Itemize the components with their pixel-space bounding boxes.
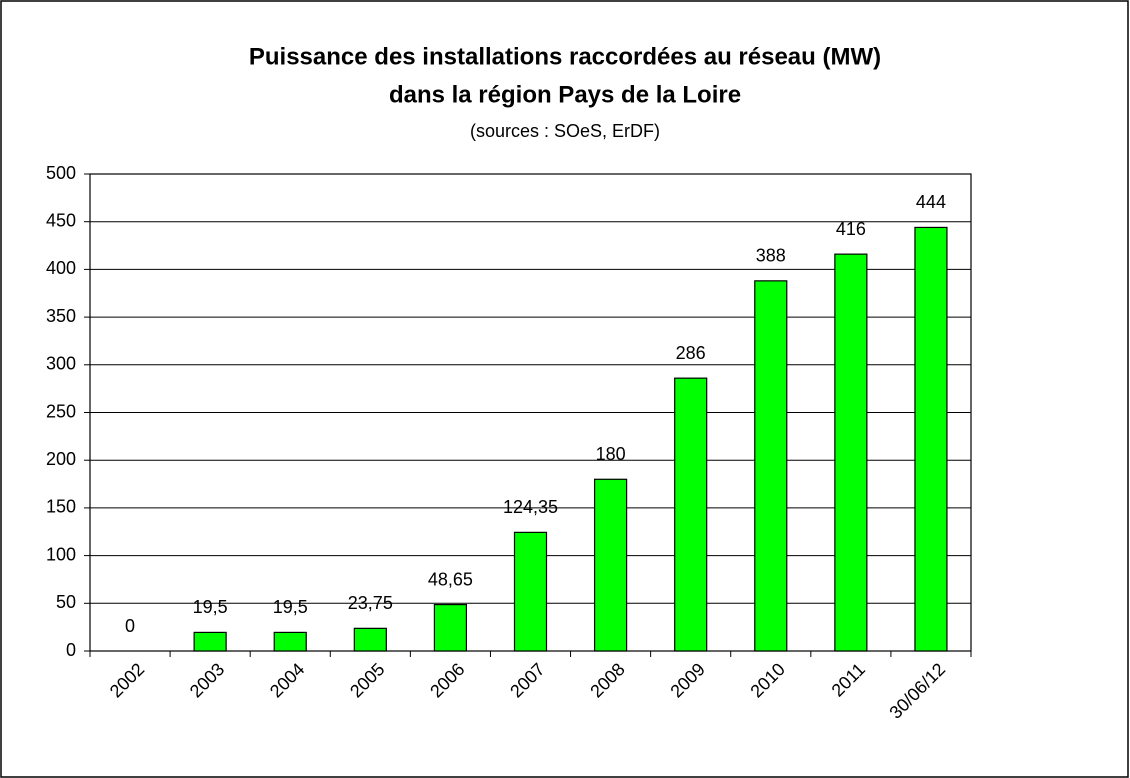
bar bbox=[593, 478, 628, 652]
chart-title: Puissance des installations raccordées a… bbox=[249, 43, 881, 70]
bar bbox=[273, 631, 307, 652]
y-tick-label: 0 bbox=[66, 640, 76, 660]
data-label: 124,35 bbox=[503, 497, 558, 517]
data-label: 19,5 bbox=[273, 597, 308, 617]
y-tick-label: 150 bbox=[46, 497, 76, 517]
data-label: 416 bbox=[836, 219, 866, 239]
bar bbox=[674, 377, 708, 652]
y-tick-label: 200 bbox=[46, 449, 76, 469]
bar bbox=[834, 253, 868, 652]
data-label: 0 bbox=[125, 616, 135, 636]
chart-title: dans la région Pays de la Loire bbox=[389, 81, 741, 108]
bar bbox=[513, 531, 548, 652]
y-tick-label: 250 bbox=[46, 401, 76, 421]
y-tick-label: 400 bbox=[46, 258, 76, 278]
y-tick-label: 50 bbox=[56, 592, 76, 612]
bar bbox=[754, 280, 788, 652]
data-label: 23,75 bbox=[348, 593, 393, 613]
y-tick-label: 100 bbox=[46, 544, 76, 564]
y-tick-label: 300 bbox=[46, 354, 76, 374]
data-label: 286 bbox=[676, 343, 706, 363]
data-label: 180 bbox=[596, 444, 626, 464]
bar bbox=[433, 603, 468, 652]
bar bbox=[353, 627, 387, 652]
data-label: 48,65 bbox=[428, 569, 473, 589]
bar bbox=[914, 226, 948, 652]
y-tick-label: 350 bbox=[46, 306, 76, 326]
chart-subtitle: (sources : SOeS, ErDF) bbox=[470, 121, 660, 141]
y-tick-label: 500 bbox=[46, 163, 76, 183]
bar bbox=[193, 631, 227, 652]
data-label: 388 bbox=[756, 246, 786, 266]
y-tick-label: 450 bbox=[46, 210, 76, 230]
data-label: 19,5 bbox=[193, 597, 228, 617]
data-label: 444 bbox=[916, 192, 946, 212]
